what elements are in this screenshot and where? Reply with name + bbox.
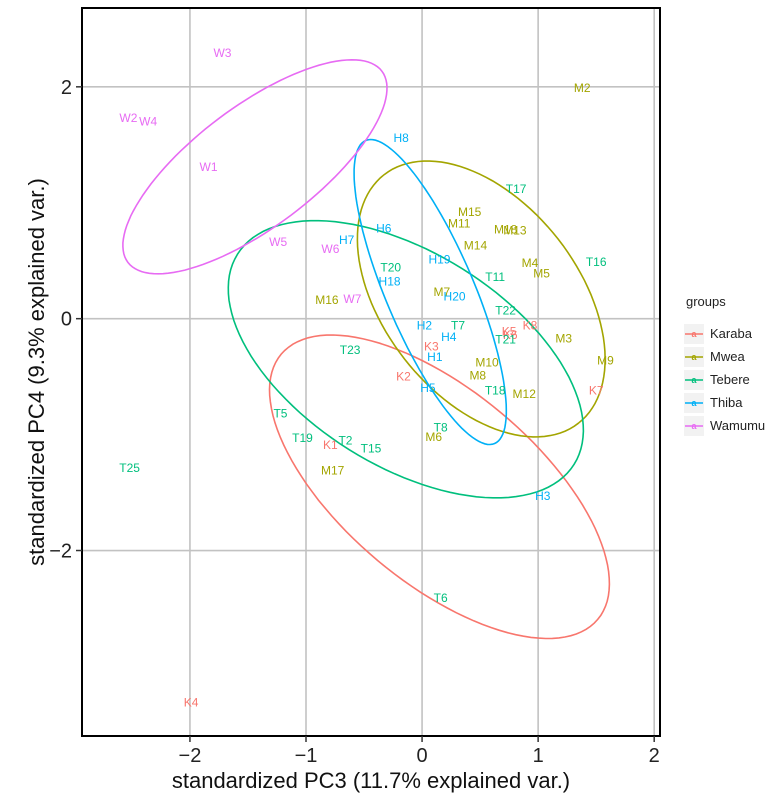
point-label-k2: K2 xyxy=(396,370,411,384)
y-tick-label: 0 xyxy=(61,309,72,331)
point-label-t2: T2 xyxy=(338,433,352,447)
point-label-t25: T25 xyxy=(119,461,140,475)
legend-key-glyph: a xyxy=(691,375,697,385)
ellipse-tebere xyxy=(227,219,585,499)
point-label-k5: K5 xyxy=(502,324,517,338)
point-label-h6: H6 xyxy=(376,221,392,235)
point-label-h8: H8 xyxy=(394,131,410,145)
y-tick-label: −2 xyxy=(49,541,72,563)
legend-label: Mwea xyxy=(710,349,745,364)
point-label-w7: W7 xyxy=(343,292,361,306)
x-tick-label: 2 xyxy=(649,745,660,767)
legend-label: Wamumu xyxy=(710,418,765,433)
legend-key-glyph: a xyxy=(691,352,697,362)
legend-label: Tebere xyxy=(710,372,750,387)
point-label-h20: H20 xyxy=(444,290,466,304)
point-label-h5: H5 xyxy=(420,381,436,395)
point-label-m3: M3 xyxy=(555,331,572,345)
legend-key-glyph: a xyxy=(691,398,697,408)
point-label-h1: H1 xyxy=(427,350,443,364)
point-label-w1: W1 xyxy=(200,160,218,174)
point-label-t21: T21 xyxy=(495,333,516,347)
point-label-m7: M7 xyxy=(433,285,450,299)
point-label-t7: T7 xyxy=(451,319,465,333)
plot-border xyxy=(81,7,661,737)
point-label-h3: H3 xyxy=(535,489,551,503)
point-label-k8: K8 xyxy=(523,319,538,333)
point-label-t23: T23 xyxy=(340,343,361,357)
point-label-m2: M2 xyxy=(574,81,591,95)
point-label-t16: T16 xyxy=(586,255,607,269)
point-label-h4: H4 xyxy=(441,330,457,344)
x-tick-label: 0 xyxy=(417,745,428,767)
legend-title: groups xyxy=(686,294,726,309)
legend-label: Karaba xyxy=(710,326,753,341)
point-label-m11: M11 xyxy=(448,217,471,231)
point-label-m6: M6 xyxy=(425,430,442,444)
legend-item-tebere: a Tebere xyxy=(684,370,750,390)
x-axis-label: standardized PC3 (11.7% explained var.) xyxy=(172,768,570,793)
point-label-w6: W6 xyxy=(321,242,339,256)
point-label-t19: T19 xyxy=(292,431,313,445)
point-label-k3: K3 xyxy=(424,339,439,353)
point-label-k7: K7 xyxy=(589,384,604,398)
point-label-m16: M16 xyxy=(315,293,339,307)
point-label-w4: W4 xyxy=(139,115,157,129)
point-label-k6: K6 xyxy=(503,328,518,342)
legend-item-thiba: a Thiba xyxy=(684,393,743,413)
point-label-h2: H2 xyxy=(417,319,433,333)
point-label-m10: M10 xyxy=(475,356,499,370)
point-label-t22: T22 xyxy=(495,304,516,318)
x-tick-label: −2 xyxy=(179,745,202,767)
point-label-w3: W3 xyxy=(213,46,231,60)
x-tick-label: 1 xyxy=(533,745,544,767)
point-label-t20: T20 xyxy=(380,261,401,275)
point-label-t5: T5 xyxy=(273,407,287,421)
legend-key-glyph: a xyxy=(691,329,697,339)
y-tick-label: 2 xyxy=(61,77,72,99)
ellipse-mwea xyxy=(356,160,606,438)
group-ellipses xyxy=(122,58,611,640)
grid xyxy=(82,8,660,736)
point-label-t17: T17 xyxy=(506,182,527,196)
point-label-m14: M14 xyxy=(464,239,488,253)
plot-background xyxy=(82,8,660,736)
legend-item-wamumu: a Wamumu xyxy=(684,416,765,436)
point-label-w5: W5 xyxy=(269,235,287,249)
point-label-t11: T11 xyxy=(485,270,505,284)
point-label-t8: T8 xyxy=(434,421,448,435)
point-label-w2: W2 xyxy=(119,111,137,125)
point-label-h19: H19 xyxy=(428,253,450,267)
point-label-t15: T15 xyxy=(361,442,382,456)
point-label-m12: M12 xyxy=(513,387,537,401)
data-points: K1K2K3K4K5K6K7K8M2M3M4M5M6M7M8M9M10M11M1… xyxy=(119,46,614,709)
point-label-m13: M13 xyxy=(503,224,527,238)
point-label-m8: M8 xyxy=(469,368,486,382)
legend-item-mwea: a Mwea xyxy=(684,347,745,367)
point-label-m4: M4 xyxy=(522,256,539,270)
point-label-m17: M17 xyxy=(321,464,345,478)
y-axis-label: standardized PC4 (9.3% explained var.) xyxy=(24,178,49,566)
legend-item-karaba: a Karaba xyxy=(684,324,753,344)
x-tick-label: −1 xyxy=(295,745,318,767)
point-label-m15: M15 xyxy=(458,205,482,219)
point-label-m5: M5 xyxy=(533,266,550,280)
point-label-k4: K4 xyxy=(184,695,199,709)
point-label-m18: M18 xyxy=(494,222,518,236)
point-label-h18: H18 xyxy=(379,275,401,289)
point-label-t18: T18 xyxy=(485,384,506,398)
legend-key-glyph: a xyxy=(691,421,697,431)
point-label-t6: T6 xyxy=(434,591,448,605)
point-label-k1: K1 xyxy=(323,438,338,452)
legend-label: Thiba xyxy=(710,395,743,410)
legend: groups a Karaba a Mwea a Tebere a Thiba a Wamumu xyxy=(684,294,765,436)
point-label-m9: M9 xyxy=(597,353,614,367)
axis-ticks: −2 −1 0 1 2 −2 0 2 xyxy=(49,77,660,767)
ellipse-karaba xyxy=(268,334,611,640)
point-label-h7: H7 xyxy=(339,233,355,247)
ellipse-wamumu xyxy=(122,58,388,275)
